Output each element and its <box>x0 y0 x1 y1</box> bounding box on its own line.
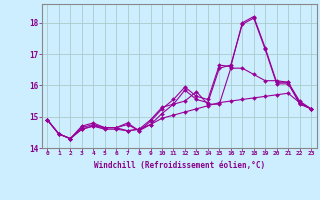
X-axis label: Windchill (Refroidissement éolien,°C): Windchill (Refroidissement éolien,°C) <box>94 161 265 170</box>
